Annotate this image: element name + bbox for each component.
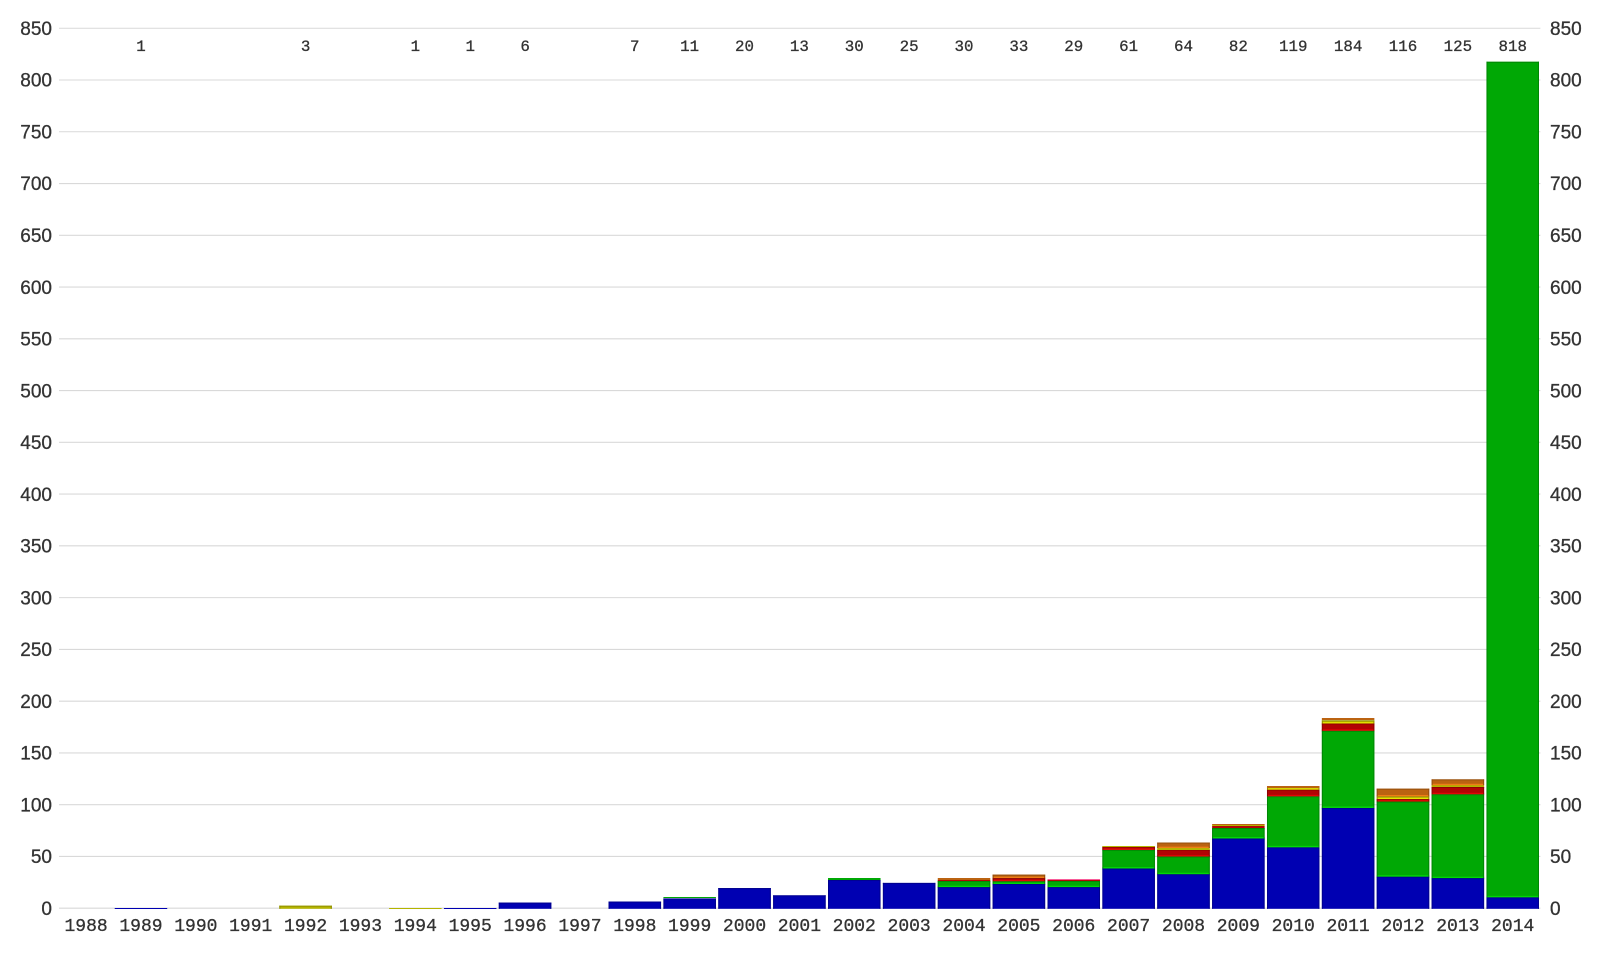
- svg-text:1989: 1989: [119, 917, 162, 937]
- svg-text:700: 700: [20, 174, 52, 195]
- svg-text:600: 600: [20, 278, 52, 299]
- svg-text:550: 550: [20, 330, 52, 351]
- svg-text:818: 818: [1498, 38, 1526, 56]
- svg-text:30: 30: [955, 38, 974, 56]
- svg-text:300: 300: [20, 588, 52, 609]
- svg-text:2000: 2000: [723, 917, 766, 937]
- svg-text:82: 82: [1229, 38, 1248, 56]
- svg-text:1: 1: [465, 38, 474, 56]
- svg-text:13: 13: [790, 38, 809, 56]
- svg-text:2002: 2002: [833, 917, 876, 937]
- svg-text:200: 200: [1550, 692, 1582, 713]
- svg-text:1994: 1994: [394, 917, 437, 937]
- svg-text:2011: 2011: [1327, 917, 1370, 937]
- svg-text:30: 30: [845, 38, 864, 56]
- svg-text:1998: 1998: [613, 917, 656, 937]
- svg-text:50: 50: [31, 847, 52, 868]
- svg-text:750: 750: [1550, 122, 1582, 143]
- svg-text:25: 25: [900, 38, 919, 56]
- svg-text:400: 400: [1550, 485, 1582, 506]
- svg-text:20: 20: [735, 38, 754, 56]
- svg-text:1: 1: [411, 38, 420, 56]
- svg-text:1999: 1999: [668, 917, 711, 937]
- svg-text:100: 100: [1550, 795, 1582, 816]
- svg-text:7: 7: [630, 38, 639, 56]
- svg-text:1993: 1993: [339, 917, 382, 937]
- svg-text:450: 450: [1550, 433, 1582, 454]
- svg-text:150: 150: [20, 744, 52, 765]
- svg-text:2013: 2013: [1436, 917, 1479, 937]
- svg-text:0: 0: [1550, 899, 1561, 920]
- svg-text:64: 64: [1174, 38, 1193, 56]
- svg-text:33: 33: [1009, 38, 1028, 56]
- svg-text:2003: 2003: [888, 917, 931, 937]
- svg-text:800: 800: [1550, 71, 1582, 92]
- svg-text:2004: 2004: [942, 917, 985, 937]
- svg-text:2010: 2010: [1272, 917, 1315, 937]
- svg-text:250: 250: [1550, 640, 1582, 661]
- svg-text:50: 50: [1550, 847, 1571, 868]
- svg-text:125: 125: [1444, 38, 1472, 56]
- svg-text:11: 11: [680, 38, 699, 56]
- svg-text:2006: 2006: [1052, 917, 1095, 937]
- svg-text:2008: 2008: [1162, 917, 1205, 937]
- svg-text:1988: 1988: [64, 917, 107, 937]
- svg-text:750: 750: [20, 122, 52, 143]
- svg-text:650: 650: [20, 226, 52, 247]
- svg-text:2014: 2014: [1491, 917, 1534, 937]
- svg-text:2012: 2012: [1381, 917, 1424, 937]
- svg-text:550: 550: [1550, 330, 1582, 351]
- svg-text:2009: 2009: [1217, 917, 1260, 937]
- svg-text:2007: 2007: [1107, 917, 1150, 937]
- svg-text:2005: 2005: [997, 917, 1040, 937]
- svg-text:1992: 1992: [284, 917, 327, 937]
- svg-text:200: 200: [20, 692, 52, 713]
- svg-text:650: 650: [1550, 226, 1582, 247]
- svg-text:850: 850: [20, 19, 52, 40]
- svg-text:100: 100: [20, 795, 52, 816]
- svg-text:1997: 1997: [558, 917, 601, 937]
- svg-text:350: 350: [20, 537, 52, 558]
- svg-text:1996: 1996: [503, 917, 546, 937]
- svg-text:350: 350: [1550, 537, 1582, 558]
- svg-text:2001: 2001: [778, 917, 821, 937]
- svg-text:300: 300: [1550, 588, 1582, 609]
- svg-text:500: 500: [1550, 381, 1582, 402]
- svg-text:400: 400: [20, 485, 52, 506]
- svg-text:700: 700: [1550, 174, 1582, 195]
- svg-text:1: 1: [136, 38, 145, 56]
- svg-text:250: 250: [20, 640, 52, 661]
- svg-text:1991: 1991: [229, 917, 272, 937]
- svg-text:3: 3: [301, 38, 310, 56]
- svg-text:850: 850: [1550, 19, 1582, 40]
- svg-text:150: 150: [1550, 744, 1582, 765]
- svg-text:29: 29: [1064, 38, 1083, 56]
- svg-text:116: 116: [1389, 38, 1417, 56]
- svg-text:61: 61: [1119, 38, 1138, 56]
- svg-text:119: 119: [1279, 38, 1307, 56]
- svg-text:1995: 1995: [449, 917, 492, 937]
- svg-text:500: 500: [20, 381, 52, 402]
- svg-text:184: 184: [1334, 38, 1362, 56]
- svg-text:450: 450: [20, 433, 52, 454]
- svg-text:800: 800: [20, 71, 52, 92]
- svg-text:1990: 1990: [174, 917, 217, 937]
- svg-text:0: 0: [41, 899, 52, 920]
- svg-text:6: 6: [520, 38, 529, 56]
- svg-text:600: 600: [1550, 278, 1582, 299]
